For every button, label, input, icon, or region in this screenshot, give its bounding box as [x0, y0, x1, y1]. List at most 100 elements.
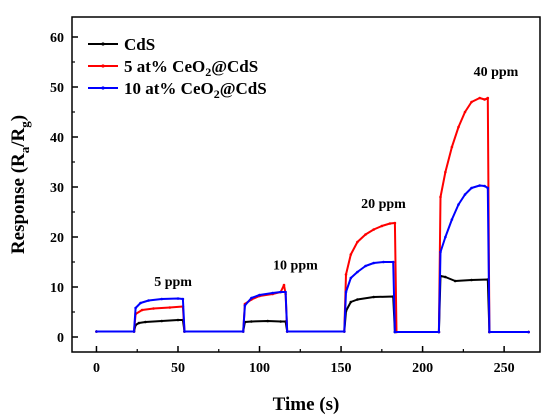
series-3-point — [483, 184, 486, 188]
series-3-point — [343, 330, 346, 333]
x-tick-label: 0 — [93, 361, 100, 376]
series-1-point — [144, 320, 147, 324]
series-3-point — [437, 330, 441, 334]
y-axis-title-sub-a: a — [17, 146, 32, 153]
y-axis-title: Response (Ra/Rg) — [8, 115, 32, 254]
series-1-point — [372, 295, 376, 299]
y-tick-label: 50 — [50, 81, 64, 96]
series-3-point — [457, 203, 460, 206]
series-3-point — [391, 260, 395, 264]
plot-frame — [71, 16, 541, 353]
y-tick-label: 40 — [50, 131, 64, 146]
series-3-point — [132, 330, 136, 333]
series-3-point — [284, 290, 287, 294]
series-3-point — [243, 304, 247, 307]
series-1-point — [453, 279, 457, 283]
series-1-point — [266, 319, 270, 323]
concentration-annotation: 5 ppm — [154, 275, 192, 290]
y-tick-label: 10 — [50, 281, 64, 296]
series-2-point — [168, 306, 172, 309]
series-2-point — [439, 195, 442, 199]
series-3-point — [139, 301, 142, 305]
series-2-point — [372, 228, 376, 231]
series-layer — [95, 96, 530, 334]
series-3-point — [372, 261, 376, 265]
series-3-point — [279, 290, 283, 294]
series-1-point — [470, 278, 473, 282]
series-3-point — [160, 297, 163, 301]
series-3-point — [181, 297, 185, 301]
concentration-annotation: 20 ppm — [361, 197, 406, 212]
series-3-point — [183, 330, 186, 333]
series-3-point — [450, 218, 454, 221]
series-3-point — [147, 299, 150, 302]
series-2-point — [282, 283, 286, 287]
series-3-point — [344, 290, 348, 294]
series-3-point — [382, 260, 385, 264]
x-axis-title: Time (s) — [273, 394, 340, 415]
series-3-point — [527, 330, 530, 334]
series-2-point — [470, 100, 473, 104]
series-1-point — [137, 321, 141, 325]
series-3-point — [349, 276, 353, 280]
series-3-point — [470, 186, 473, 190]
y-tick-label: 20 — [50, 231, 64, 246]
series-2-point — [450, 145, 454, 149]
legend-label-3: 10 at% CeO2@CdS — [124, 79, 267, 101]
legend-marker-2 — [101, 64, 105, 68]
y-tick-label: 30 — [50, 181, 64, 196]
legend-marker-3 — [101, 86, 105, 90]
x-tick-label: 50 — [171, 361, 185, 376]
series-3-point — [364, 264, 367, 268]
legend-label-1: CdS — [124, 35, 155, 54]
series-1-point — [349, 300, 353, 304]
series-1-point — [356, 298, 359, 301]
legend-label-2: 5 at% CeO2@CdS — [124, 57, 258, 79]
series-3-point — [439, 250, 442, 254]
x-tick-label: 200 — [412, 361, 433, 376]
series-3-point — [285, 330, 289, 333]
series-2-point — [380, 224, 384, 228]
series-2-point — [388, 222, 392, 225]
series-2-point — [457, 125, 460, 129]
series-3-point — [241, 330, 245, 333]
series-2-point — [486, 96, 490, 100]
series-1-point — [160, 319, 163, 323]
series-3-point — [393, 330, 397, 334]
series-1-point — [279, 320, 283, 323]
series-2-point — [349, 253, 353, 256]
series-2-point — [463, 110, 467, 114]
x-tick-label: 100 — [249, 361, 270, 376]
series-3-point — [250, 296, 253, 300]
series-3-point — [356, 270, 359, 274]
series-2-point — [140, 308, 144, 312]
series-2-point — [444, 170, 447, 174]
concentration-annotation: 40 ppm — [474, 65, 519, 80]
series-2-point — [393, 221, 397, 225]
series-2-point — [364, 233, 367, 236]
series-2-point — [478, 96, 482, 100]
series-3-point — [444, 235, 447, 239]
series-line-2 — [96, 97, 529, 333]
series-3-point — [134, 306, 137, 310]
series-3-point — [486, 186, 490, 190]
series-3-point — [463, 193, 467, 196]
series-3-point — [488, 330, 491, 334]
series-2-point — [483, 98, 486, 101]
series-3-point — [271, 291, 274, 295]
series-1-point — [444, 275, 447, 279]
series-1-point — [250, 320, 253, 323]
y-tick-label: 60 — [50, 31, 64, 46]
x-tick-label: 150 — [331, 361, 352, 376]
y-axis-title-mid: /R — [8, 127, 29, 147]
series-3-point — [176, 297, 180, 300]
series-3-point — [478, 184, 482, 187]
series-3-point — [258, 293, 261, 297]
concentration-annotation: 10 ppm — [273, 259, 318, 274]
axis-ticks: 0 50 100 150 200 250 0 10 20 30 40 50 60 — [50, 31, 515, 376]
annotations: 5 ppm 10 ppm 20 ppm 40 ppm — [154, 65, 518, 290]
series-2-point — [344, 273, 348, 276]
series-3-point — [95, 330, 98, 333]
